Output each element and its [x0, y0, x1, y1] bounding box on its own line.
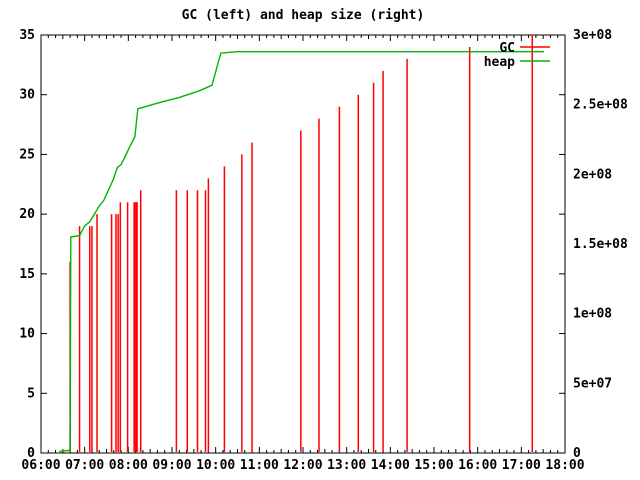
series-layer: [59, 35, 544, 453]
y-left-tick-label: 25: [19, 147, 35, 162]
x-tick-label: 12:00: [283, 458, 322, 473]
y-right-tick-label: 0: [573, 446, 581, 461]
legend: GC heap: [484, 41, 550, 70]
y-right-tick-label: 3e+08: [573, 28, 612, 43]
y-right-tick-label: 2e+08: [573, 167, 612, 182]
y-right-tick-label: 2.5e+08: [573, 98, 628, 113]
x-tick-label: 09:00: [152, 458, 191, 473]
axes-layer: 06:00 07:00 08:00 09:00 10:00 11:00 12:00 13:00…: [19, 28, 628, 473]
x-tick-label: 06:00: [21, 458, 60, 473]
x-tick-label: 10:00: [196, 458, 235, 473]
y-left-tick-label: 0: [27, 446, 35, 461]
x-tick-label: 07:00: [65, 458, 104, 473]
y-left-tick-label: 20: [19, 207, 35, 222]
chart-title: GC (left) and heap size (right): [182, 8, 425, 23]
x-tick-label: 14:00: [371, 458, 410, 473]
x-tick-label: 08:00: [109, 458, 148, 473]
legend-label-heap: heap: [484, 55, 515, 70]
y-left-tick-label: 35: [19, 28, 35, 43]
y-left-tick-label: 15: [19, 267, 35, 282]
x-tick-label: 17:00: [502, 458, 541, 473]
x-tick-label: 15:00: [414, 458, 453, 473]
y-left-tick-label: 10: [19, 327, 35, 342]
x-tick-label: 13:00: [327, 458, 366, 473]
heap-line: [59, 51, 544, 453]
legend-label-gc: GC: [499, 41, 515, 56]
x-tick-label: 16:00: [458, 458, 497, 473]
y-right-tick-label: 1.5e+08: [573, 237, 628, 252]
y-right-tick-label: 1e+08: [573, 307, 612, 322]
y-right-tick-label: 5e+07: [573, 376, 612, 391]
y-left-tick-label: 5: [27, 386, 35, 401]
x-tick-label: 11:00: [240, 458, 279, 473]
y-left-tick-label: 30: [19, 88, 35, 103]
x-tick-label: 18:00: [545, 458, 584, 473]
